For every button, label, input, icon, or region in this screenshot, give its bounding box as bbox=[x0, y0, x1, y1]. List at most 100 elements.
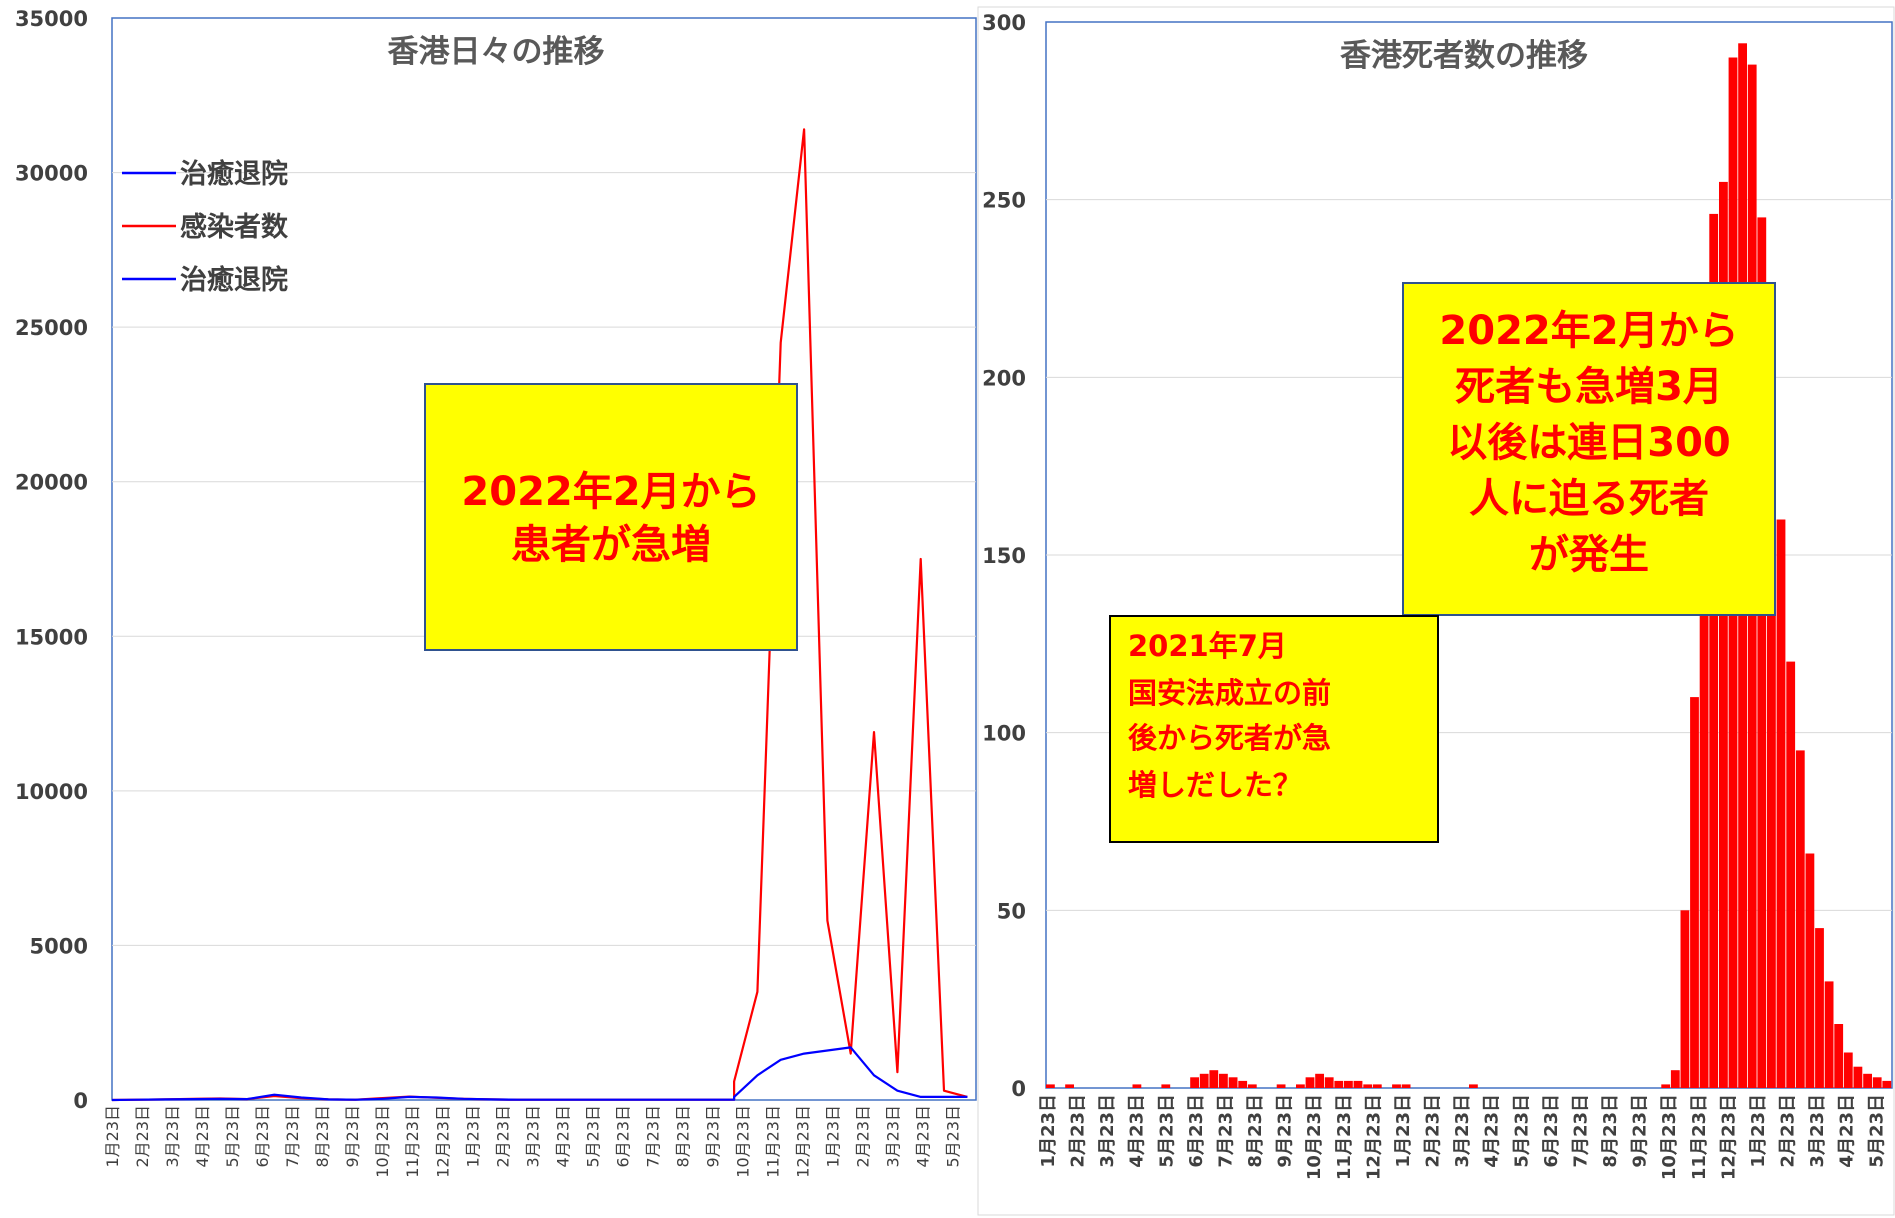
y-tick-label: 30000 bbox=[15, 162, 88, 186]
death-bar bbox=[1757, 217, 1767, 1088]
death-bar bbox=[1661, 1084, 1671, 1088]
death-bar bbox=[1334, 1080, 1344, 1088]
annotation-line: 国安法成立の前 bbox=[1128, 676, 1331, 710]
y-tick-labels: 0 50 100 150 200 250 300 bbox=[982, 11, 1026, 1101]
death-bar bbox=[1786, 661, 1796, 1088]
series-line-recovered bbox=[111, 1046, 968, 1102]
y-tick-label: 50 bbox=[997, 899, 1026, 923]
x-tick-label: 8月23日 bbox=[313, 1105, 332, 1168]
x-tick-label: 8月23日 bbox=[1600, 1094, 1621, 1168]
annotation-line: 以後は連日300 bbox=[1447, 420, 1731, 466]
y-tick-label: 0 bbox=[1011, 1077, 1026, 1101]
death-bar bbox=[1065, 1084, 1074, 1088]
annotation-line: 2022年2月から bbox=[461, 469, 760, 515]
x-tick-label: 4月23日 bbox=[1482, 1094, 1503, 1168]
death-bar bbox=[1401, 1084, 1411, 1088]
x-tick-label: 9月23日 bbox=[1630, 1094, 1651, 1168]
y-tick-label: 25000 bbox=[15, 316, 88, 340]
x-tick-label: 6月23日 bbox=[1541, 1094, 1562, 1168]
x-tick-label: 2月23日 bbox=[133, 1105, 152, 1168]
x-tick-label: 1月23日 bbox=[103, 1105, 122, 1168]
x-tick-label: 12月23日 bbox=[433, 1105, 452, 1178]
x-tick-label: 1月23日 bbox=[1393, 1094, 1414, 1168]
x-tick-label: 7月23日 bbox=[1215, 1094, 1236, 1168]
x-tick-label: 9月23日 bbox=[703, 1105, 722, 1168]
death-bar bbox=[1238, 1080, 1248, 1088]
legend-label: 治癒退院 bbox=[180, 158, 288, 190]
x-tick-label: 2月23日 bbox=[854, 1105, 873, 1168]
death-bar bbox=[1690, 697, 1699, 1088]
annotation-line: 死者も急増3月 bbox=[1455, 364, 1723, 410]
death-bar bbox=[1132, 1084, 1142, 1088]
legend: 治癒退院 感染者数 治癒退院 bbox=[122, 158, 289, 296]
x-tick-label: 7月23日 bbox=[643, 1105, 662, 1168]
x-tick-label: 5月23日 bbox=[583, 1105, 602, 1168]
annotation-box-2022: 2022年2月から 死者も急増3月 以後は連日300 人に迫る死者 が発生 bbox=[1402, 282, 1776, 616]
x-tick-label: 3月23日 bbox=[163, 1105, 182, 1168]
y-tick-label: 250 bbox=[982, 189, 1026, 213]
death-bar bbox=[1709, 213, 1719, 1088]
death-bar bbox=[1680, 910, 1690, 1088]
x-tick-label: 3月23日 bbox=[884, 1105, 903, 1168]
death-bar bbox=[1276, 1084, 1286, 1088]
x-tick-label: 1月23日 bbox=[1038, 1094, 1059, 1168]
x-tick-label: 4月23日 bbox=[1837, 1094, 1858, 1168]
x-tick-label: 3月23日 bbox=[523, 1105, 542, 1168]
death-bar bbox=[1853, 1066, 1863, 1088]
deaths-trend-chart: 0 50 100 150 200 250 300 1月23日 2月23日 3月23日 4月23日 5… bbox=[977, 6, 1895, 1216]
x-tick-label: 5月23日 bbox=[223, 1105, 242, 1168]
x-tick-label: 5月23日 bbox=[944, 1105, 963, 1168]
x-tick-label: 2月23日 bbox=[1778, 1094, 1799, 1168]
death-bar bbox=[1219, 1073, 1228, 1088]
x-tick-label: 1月23日 bbox=[824, 1105, 843, 1168]
death-bar bbox=[1670, 1070, 1680, 1088]
x-tick-label: 6月23日 bbox=[1186, 1094, 1207, 1168]
x-tick-label: 8月23日 bbox=[673, 1105, 692, 1168]
annotation-box: 2022年2月から 患者が急増 bbox=[424, 383, 798, 651]
death-bar bbox=[1843, 1052, 1853, 1088]
x-tick-label: 3月23日 bbox=[1807, 1094, 1828, 1168]
x-tick-label: 4月23日 bbox=[914, 1105, 933, 1168]
x-tick-label: 10月23日 bbox=[373, 1105, 392, 1178]
x-tick-label: 7月23日 bbox=[1570, 1094, 1591, 1168]
x-tick-label: 9月23日 bbox=[1275, 1094, 1296, 1168]
x-tick-label: 12月23日 bbox=[794, 1105, 813, 1178]
x-tick-label: 1月23日 bbox=[463, 1105, 482, 1168]
x-tick-label: 11月23日 bbox=[1689, 1094, 1710, 1180]
y-tick-label: 100 bbox=[982, 722, 1026, 746]
death-bar bbox=[1305, 1077, 1315, 1088]
death-bar bbox=[1228, 1077, 1238, 1088]
y-tick-label: 15000 bbox=[15, 625, 88, 649]
x-tick-labels: 1月23日 2月23日 3月23日 4月23日 5月23日 6月23日 7月23日 8月23日… bbox=[103, 1105, 963, 1178]
x-tick-label: 10月23日 bbox=[1659, 1094, 1680, 1180]
death-bar bbox=[1863, 1073, 1872, 1088]
y-tick-label: 5000 bbox=[30, 934, 88, 958]
y-tick-label: 10000 bbox=[15, 780, 88, 804]
x-tick-label: 10月23日 bbox=[1304, 1094, 1325, 1180]
x-tick-label: 6月23日 bbox=[253, 1105, 272, 1168]
death-bar bbox=[1199, 1073, 1209, 1088]
death-bar bbox=[1699, 448, 1709, 1088]
x-tick-label: 11月23日 bbox=[764, 1105, 783, 1178]
x-tick-label: 12月23日 bbox=[1363, 1094, 1384, 1180]
death-bar bbox=[1363, 1084, 1373, 1088]
death-bar bbox=[1209, 1070, 1219, 1088]
y-tick-label: 0 bbox=[73, 1089, 88, 1113]
daily-trend-chart: 0 5000 10000 15000 20000 25000 30000 35000 1月23… bbox=[15, 7, 977, 1178]
death-bar bbox=[1776, 519, 1786, 1088]
death-bar bbox=[1046, 1084, 1055, 1088]
x-tick-label: 9月23日 bbox=[343, 1105, 362, 1168]
death-bar bbox=[1834, 1024, 1844, 1088]
death-bar bbox=[1344, 1080, 1353, 1088]
x-tick-label: 2月23日 bbox=[1068, 1094, 1089, 1168]
death-bar bbox=[1296, 1084, 1305, 1088]
annotation-line: 人に迫る死者 bbox=[1469, 476, 1709, 522]
death-bar bbox=[1247, 1084, 1257, 1088]
death-bar bbox=[1315, 1073, 1324, 1088]
death-bar bbox=[1805, 853, 1815, 1088]
x-tick-label: 1月23日 bbox=[1748, 1094, 1769, 1168]
y-tick-label: 200 bbox=[982, 366, 1026, 390]
death-bar bbox=[1767, 359, 1776, 1089]
x-tick-label: 4月23日 bbox=[1127, 1094, 1148, 1168]
